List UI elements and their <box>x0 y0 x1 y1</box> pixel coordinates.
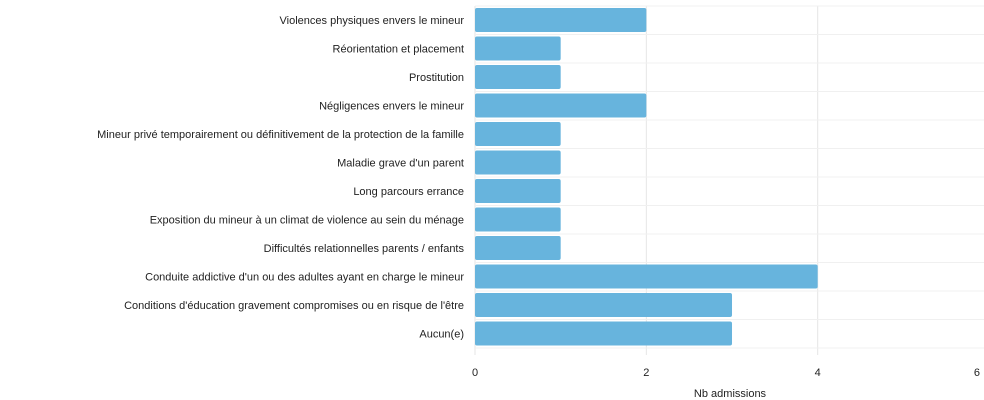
bar <box>475 122 561 146</box>
x-tick-label: 4 <box>815 367 821 379</box>
bar <box>475 93 647 118</box>
bar <box>475 264 818 289</box>
category-label: Difficultés relationnelles parents / enf… <box>264 243 465 255</box>
x-axis-title: Nb admissions <box>694 388 767 400</box>
category-label: Prostitution <box>409 72 464 84</box>
bar <box>475 8 647 32</box>
x-tick-label: 2 <box>643 367 649 379</box>
x-tick-label: 0 <box>472 367 478 379</box>
category-label: Réorientation et placement <box>333 44 464 56</box>
bar <box>475 65 561 89</box>
grid-lines <box>474 5 984 355</box>
bar <box>475 36 561 61</box>
bars <box>475 8 818 346</box>
category-label: Conduite addictive d'un ou des adultes a… <box>145 272 464 284</box>
bar <box>475 236 561 260</box>
category-label: Mineur privé temporairement ou définitiv… <box>97 129 464 141</box>
bar <box>475 179 561 203</box>
category-labels: Violences physiques envers le mineur Réor… <box>97 15 464 341</box>
bar <box>475 150 561 175</box>
x-tick-labels: 0 2 4 6 <box>472 367 980 379</box>
category-label: Conditions d'éducation gravement comprom… <box>124 300 464 312</box>
category-label: Négligences envers le mineur <box>319 101 464 113</box>
category-label: Maladie grave d'un parent <box>337 158 464 170</box>
category-label: Exposition du mineur à un climat de viol… <box>150 215 464 227</box>
bar <box>475 293 733 317</box>
category-label: Violences physiques envers le mineur <box>280 15 465 27</box>
bar <box>475 207 561 232</box>
category-label: Long parcours errance <box>353 186 464 198</box>
x-tick-label: 6 <box>974 367 980 379</box>
bar <box>475 321 733 346</box>
category-label: Aucun(e) <box>419 329 464 341</box>
